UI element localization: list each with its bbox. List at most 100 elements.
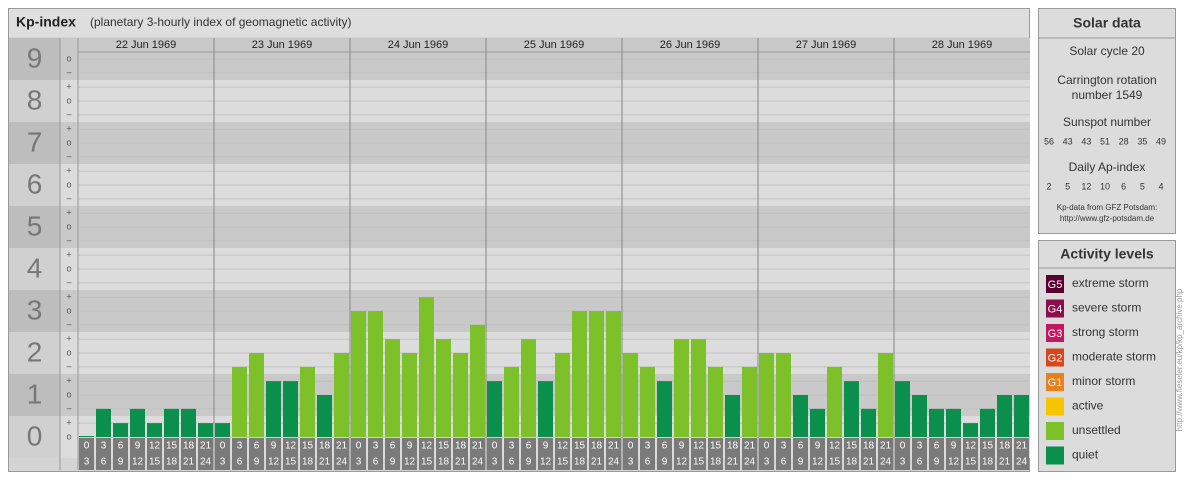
hour-label: 15 <box>846 441 858 452</box>
legend-label: severe storm <box>1072 301 1141 315</box>
legend-swatch <box>1046 348 1064 367</box>
numeral-cell <box>9 248 60 290</box>
hour-cell <box>232 438 247 470</box>
bar <box>96 408 111 437</box>
hour-cell <box>249 438 264 470</box>
hour-label: 3 <box>237 441 243 452</box>
sunspot-value: 51 <box>1100 136 1110 146</box>
bar <box>844 381 859 437</box>
bar <box>164 408 179 437</box>
bar <box>759 353 774 437</box>
hour-label: 12 <box>268 457 280 468</box>
bar <box>725 395 740 437</box>
hour-label: 0 <box>84 441 90 452</box>
bar <box>351 311 366 437</box>
hour-cell <box>759 438 774 470</box>
hour-label: 24 <box>880 457 892 468</box>
hour-label: 18 <box>591 441 603 452</box>
hour-label: 12 <box>948 457 960 468</box>
hour-label: 9 <box>254 457 260 468</box>
bar <box>895 381 910 437</box>
hour-cell <box>300 438 315 470</box>
legend-label: unsettled <box>1072 423 1121 437</box>
hour-cell <box>1014 438 1029 470</box>
hour-cell <box>334 438 349 470</box>
panel-title: Solar data <box>1073 15 1141 31</box>
hour-label: 18 <box>455 441 467 452</box>
minor-tick-label: o <box>66 53 71 63</box>
hour-label: 12 <box>132 457 144 468</box>
hour-label: 21 <box>863 457 875 468</box>
hour-label: 18 <box>982 457 994 468</box>
hour-cell <box>725 438 740 470</box>
hour-label: 18 <box>727 441 739 452</box>
hour-cell <box>521 438 536 470</box>
hour-cell <box>776 438 791 470</box>
day-label: 23 Jun 1969 <box>252 39 313 51</box>
hour-cell <box>555 438 570 470</box>
numeral-cell <box>9 206 60 248</box>
hour-cell <box>895 438 910 470</box>
minor-tick-label: + <box>66 82 71 92</box>
hour-label: 24 <box>472 457 484 468</box>
hour-label: 21 <box>608 441 620 452</box>
sunspot-value: 43 <box>1063 136 1073 146</box>
hour-cell <box>419 438 434 470</box>
hour-label: 9 <box>662 457 668 468</box>
bar <box>606 311 621 437</box>
legend-label: quiet <box>1072 448 1099 462</box>
minor-tick-label: – <box>66 193 71 203</box>
legend-swatch <box>1046 373 1064 391</box>
source: Kp-data from GFZ Potsdam: <box>1057 203 1157 212</box>
hour-label: 15 <box>982 441 994 452</box>
hour-label: 6 <box>101 457 107 468</box>
bar <box>929 408 944 437</box>
hour-label: 18 <box>302 457 314 468</box>
bar <box>436 339 451 437</box>
legend-label: strong storm <box>1072 325 1139 339</box>
hour-label: 21 <box>183 457 195 468</box>
bar <box>623 353 638 437</box>
hour-label: 3 <box>373 441 379 452</box>
hour-label: 21 <box>336 441 348 452</box>
y-tick-label: 2 <box>27 336 43 367</box>
y-tick-label: 8 <box>27 84 43 115</box>
hour-cell <box>657 438 672 470</box>
hour-cell <box>980 438 995 470</box>
bar <box>334 353 349 437</box>
bar <box>572 311 587 437</box>
hour-label: 15 <box>710 441 722 452</box>
hour-cell <box>538 438 553 470</box>
hour-label: 0 <box>900 441 906 452</box>
hour-cell <box>504 438 519 470</box>
hour-cell <box>385 438 400 470</box>
numeral-cell <box>9 38 60 80</box>
hour-label: 6 <box>934 441 940 452</box>
hour-label: 15 <box>574 441 586 452</box>
minor-tick-label: o <box>66 221 71 231</box>
hour-label: 21 <box>727 457 739 468</box>
hour-label: 18 <box>710 457 722 468</box>
bar <box>640 366 655 437</box>
hour-label: 3 <box>917 441 923 452</box>
minor-tick-label: + <box>66 334 71 344</box>
minor-tick-label: + <box>66 376 71 386</box>
hour-cell <box>946 438 961 470</box>
hour-label: 24 <box>744 457 756 468</box>
hour-label: 9 <box>934 457 940 468</box>
hour-label: 15 <box>557 457 569 468</box>
hour-label: 15 <box>149 457 161 468</box>
legend-badge: G2 <box>1048 352 1063 364</box>
panel-title: Activity levels <box>1060 246 1154 262</box>
bar <box>946 408 961 437</box>
hour-label: 0 <box>356 441 362 452</box>
bar <box>113 423 128 437</box>
ap-value: 12 <box>1081 181 1091 191</box>
day-label: 24 Jun 1969 <box>388 39 449 51</box>
minor-tick-label: o <box>66 347 71 357</box>
bar <box>674 339 689 437</box>
ap-value: 5 <box>1140 181 1145 191</box>
hour-cell <box>215 438 230 470</box>
hour-label: 12 <box>829 441 841 452</box>
